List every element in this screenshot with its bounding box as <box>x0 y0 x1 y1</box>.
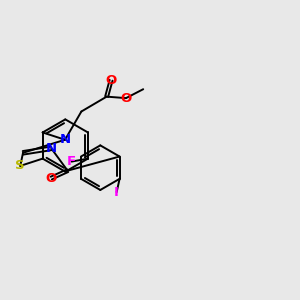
Text: I: I <box>114 186 119 199</box>
Text: F: F <box>67 155 76 168</box>
Text: O: O <box>46 172 57 184</box>
Text: N: N <box>46 142 57 155</box>
Text: N: N <box>59 133 70 146</box>
Text: S: S <box>15 159 25 172</box>
Text: O: O <box>120 92 132 105</box>
Text: O: O <box>106 74 117 87</box>
